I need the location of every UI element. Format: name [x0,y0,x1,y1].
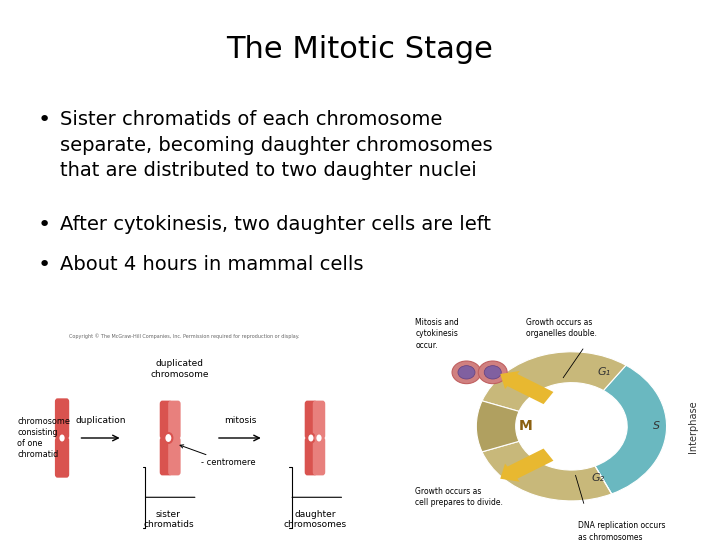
Text: •: • [38,255,51,275]
FancyBboxPatch shape [160,437,172,475]
Circle shape [164,433,172,443]
Circle shape [452,361,481,383]
FancyBboxPatch shape [312,401,325,439]
Text: Growth occurs as
cell prepares to divide.: Growth occurs as cell prepares to divide… [415,487,503,507]
Text: Copyright © The McGraw-Hill Companies, Inc. Permission required for reproduction: Copyright © The McGraw-Hill Companies, I… [69,333,300,339]
Text: G₁: G₁ [598,367,611,377]
Text: duplicated
chromosome: duplicated chromosome [150,359,209,379]
Wedge shape [595,466,611,494]
FancyArrow shape [500,371,554,404]
Wedge shape [482,352,626,411]
Text: •: • [38,215,51,235]
Circle shape [478,361,507,383]
FancyArrow shape [500,449,554,482]
FancyBboxPatch shape [312,437,325,475]
Text: After cytokinesis, two daughter cells are left: After cytokinesis, two daughter cells ar… [60,215,491,234]
Text: Growth occurs as
organelles double.: Growth occurs as organelles double. [526,319,596,339]
Wedge shape [477,401,519,452]
Text: M: M [518,420,532,433]
Text: •: • [38,110,51,130]
FancyBboxPatch shape [55,437,69,478]
Text: About 4 hours in mammal cells: About 4 hours in mammal cells [60,255,364,274]
Circle shape [307,434,315,443]
Wedge shape [595,365,667,494]
FancyBboxPatch shape [305,401,318,439]
Text: S: S [653,421,660,431]
FancyBboxPatch shape [168,437,181,475]
Text: sister
chromatids: sister chromatids [143,510,194,529]
Text: duplication: duplication [76,416,126,425]
Text: Mitosis and
cytokinesis
occur.: Mitosis and cytokinesis occur. [415,319,459,349]
Text: - centromere: - centromere [180,445,256,467]
FancyBboxPatch shape [305,437,318,475]
Text: chromosome
consisting
of one
chromatid: chromosome consisting of one chromatid [17,417,71,459]
Circle shape [315,434,323,443]
Circle shape [458,366,475,379]
FancyBboxPatch shape [160,401,172,439]
Circle shape [58,434,66,443]
Wedge shape [482,441,611,501]
FancyBboxPatch shape [168,401,181,439]
Text: mitosis: mitosis [224,416,256,425]
Text: The Mitotic Stage: The Mitotic Stage [227,35,493,64]
Text: Sister chromatids of each chromosome
separate, becoming daughter chromosomes
tha: Sister chromatids of each chromosome sep… [60,110,492,180]
FancyBboxPatch shape [55,399,69,439]
Text: Interphase: Interphase [688,400,698,453]
Circle shape [484,366,501,379]
Text: G₂: G₂ [591,473,604,483]
Text: DNA replication occurs
as chromosomes
duplicate.: DNA replication occurs as chromosomes du… [578,522,665,540]
Text: daughter
chromosomes: daughter chromosomes [284,510,346,529]
